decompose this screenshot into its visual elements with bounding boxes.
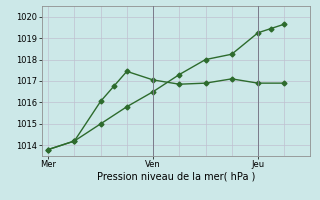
- X-axis label: Pression niveau de la mer( hPa ): Pression niveau de la mer( hPa ): [97, 172, 255, 182]
